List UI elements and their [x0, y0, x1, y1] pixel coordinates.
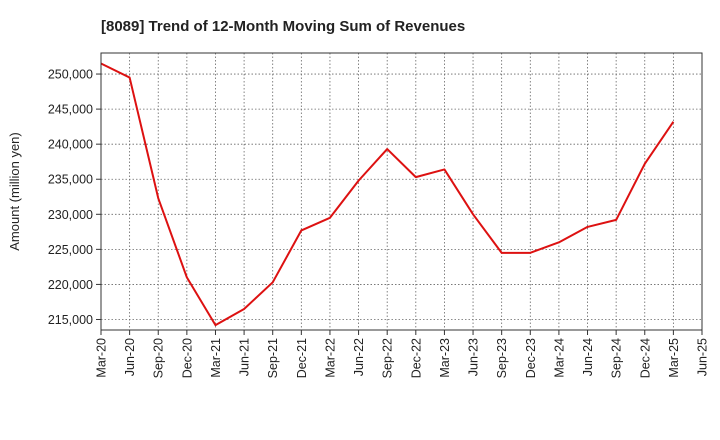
y-tick-label: 215,000 — [48, 313, 93, 327]
plot-frame — [100, 52, 703, 331]
x-tick-label: Jun-24 — [581, 338, 595, 376]
series-line — [100, 62, 675, 327]
x-tick-label: Sep-24 — [610, 338, 624, 378]
x-tick-label: Mar-22 — [323, 338, 337, 378]
x-tick-label: Jun-21 — [238, 338, 252, 376]
grid-lines — [101, 53, 702, 330]
x-tick-label: Sep-21 — [266, 338, 280, 378]
y-axis-ticks: 215,000 220,000 225,000 230,000 235,000 240,0… — [48, 68, 101, 327]
x-tick-label: Dec-22 — [409, 338, 423, 378]
y-tick-label: 230,000 — [48, 208, 93, 222]
x-tick-label: Sep-20 — [152, 338, 166, 378]
x-tick-label: Sep-23 — [495, 338, 509, 378]
x-tick-label: Dec-23 — [524, 338, 538, 378]
data-series — [100, 62, 675, 327]
x-tick-label: Mar-23 — [438, 338, 452, 378]
x-tick-label: Mar-21 — [209, 338, 223, 378]
x-tick-label: Jun-23 — [467, 338, 481, 376]
y-tick-label: 220,000 — [48, 278, 93, 292]
x-axis-ticks: Mar-20 Jun-20 Sep-20 Dec-20 Mar-21 Jun-21 Sep-… — [95, 330, 710, 378]
y-tick-label: 250,000 — [48, 68, 93, 82]
y-tick-label: 245,000 — [48, 103, 93, 117]
y-tick-label: 235,000 — [48, 173, 93, 187]
y-tick-label: 225,000 — [48, 243, 93, 257]
y-axis-label: Amount (million yen) — [7, 132, 22, 251]
x-tick-label: Mar-24 — [552, 338, 566, 378]
x-tick-label: Dec-24 — [638, 338, 652, 378]
y-tick-label: 240,000 — [48, 138, 93, 152]
x-tick-label: Mar-25 — [667, 338, 681, 378]
x-tick-label: Sep-22 — [381, 338, 395, 378]
x-tick-label: Jun-20 — [123, 338, 137, 376]
chart-title: [8089] Trend of 12-Month Moving Sum of R… — [101, 18, 465, 35]
x-tick-label: Jun-22 — [352, 338, 366, 376]
x-tick-label: Dec-21 — [295, 338, 309, 378]
x-tick-label: Dec-20 — [180, 338, 194, 378]
x-tick-label: Jun-25 — [696, 338, 710, 376]
x-tick-label: Mar-20 — [95, 338, 109, 378]
